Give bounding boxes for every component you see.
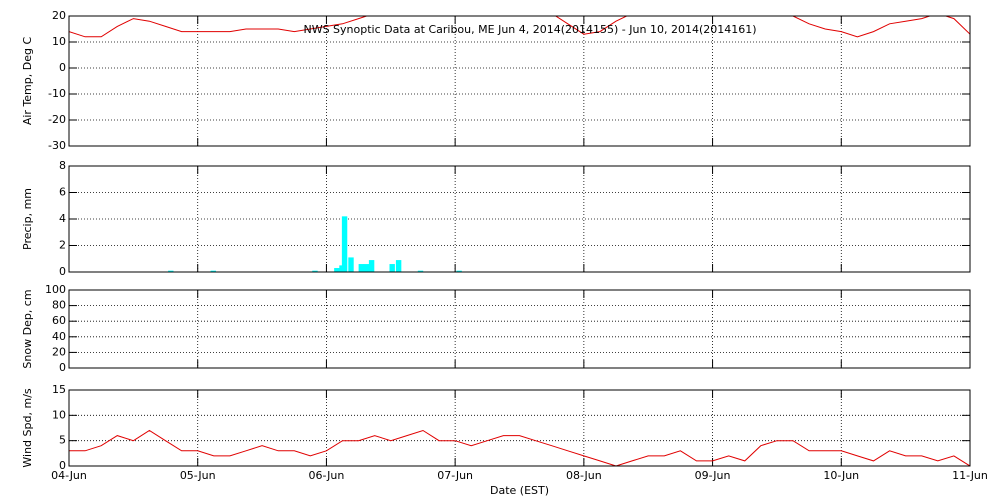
plot-frame [68, 389, 971, 467]
x-tick-label: 05-Jun [180, 469, 216, 482]
y-axis-label: Air Temp, Deg C [21, 37, 34, 126]
x-tick-label: 04-Jun [51, 469, 87, 482]
bar [417, 270, 424, 272]
y-tick-label: -20 [48, 113, 66, 126]
y-axis-label: Snow Dep, cm [21, 289, 34, 368]
y-tick-label: 80 [52, 299, 66, 312]
y-tick-label: 0 [59, 265, 66, 278]
data-line [69, 429, 970, 466]
chart-title: NWS Synoptic Data at Caribou, ME Jun 4, … [303, 23, 756, 36]
y-tick-label: 10 [52, 35, 66, 48]
y-tick-label: 2 [59, 239, 66, 252]
x-tick-label: 10-Jun [823, 469, 859, 482]
y-tick-label: 20 [52, 345, 66, 358]
bar [168, 270, 174, 272]
x-tick-label: 07-Jun [437, 469, 473, 482]
y-tick-label: 0 [59, 361, 66, 374]
y-tick-label: 40 [52, 330, 66, 343]
y-tick-label: -10 [48, 87, 66, 100]
bar [348, 257, 354, 272]
x-tick-label: 11-Jun [952, 469, 988, 482]
y-tick-label: -30 [48, 139, 66, 152]
bar [363, 264, 370, 272]
y-tick-label: 60 [52, 314, 66, 327]
bar [334, 268, 340, 272]
y-axis-label: Wind Spd, m/s [21, 388, 34, 468]
y-tick-label: 8 [59, 159, 66, 172]
y-tick-label: 100 [45, 283, 66, 296]
plot-frame [68, 165, 971, 273]
y-tick-label: 6 [59, 186, 66, 199]
bar [341, 216, 348, 272]
x-tick-label: 06-Jun [309, 469, 345, 482]
bar [456, 270, 462, 272]
bar [389, 264, 395, 272]
y-tick-label: 20 [52, 9, 66, 22]
data-line [69, 16, 970, 38]
plot-frame [68, 15, 971, 147]
bar [210, 270, 216, 272]
y-tick-label: 0 [59, 459, 66, 472]
plot-frame [68, 289, 971, 369]
x-tick-label: 09-Jun [695, 469, 731, 482]
bar [395, 260, 402, 272]
y-tick-label: 10 [52, 408, 66, 421]
y-tick-label: 15 [52, 383, 66, 396]
bar [368, 260, 375, 272]
y-axis-label: Precip, mm [21, 188, 34, 250]
x-tick-label: 08-Jun [566, 469, 602, 482]
bar [358, 264, 365, 272]
y-tick-label: 0 [59, 61, 66, 74]
x-axis-label: Date (EST) [490, 484, 549, 497]
y-tick-label: 4 [59, 212, 66, 225]
y-tick-label: 5 [59, 434, 66, 447]
bar [312, 270, 318, 272]
